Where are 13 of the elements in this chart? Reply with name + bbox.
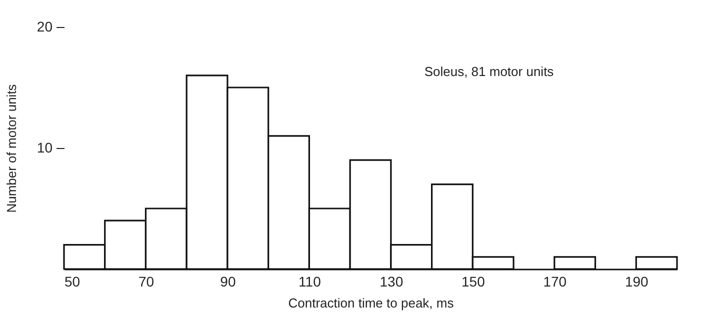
y-tick-label: 20	[36, 18, 53, 34]
x-tick-label: 90	[220, 274, 236, 290]
x-tick-label: 70	[138, 274, 154, 290]
x-tick-label: 190	[624, 274, 649, 290]
y-tick-label: 10	[36, 140, 53, 156]
x-tick-label: 130	[380, 274, 404, 290]
x-axis-title: Contraction time to peak, ms	[288, 296, 454, 310]
x-tick-label: 50	[64, 274, 80, 290]
x-tick-label: 110	[298, 274, 322, 290]
x-tick-label: 150	[461, 274, 486, 290]
y-axis-title: Number of motor units	[4, 84, 19, 213]
annotation: Soleus, 81 motor units	[424, 64, 554, 79]
x-tick-label: 170	[543, 274, 567, 290]
